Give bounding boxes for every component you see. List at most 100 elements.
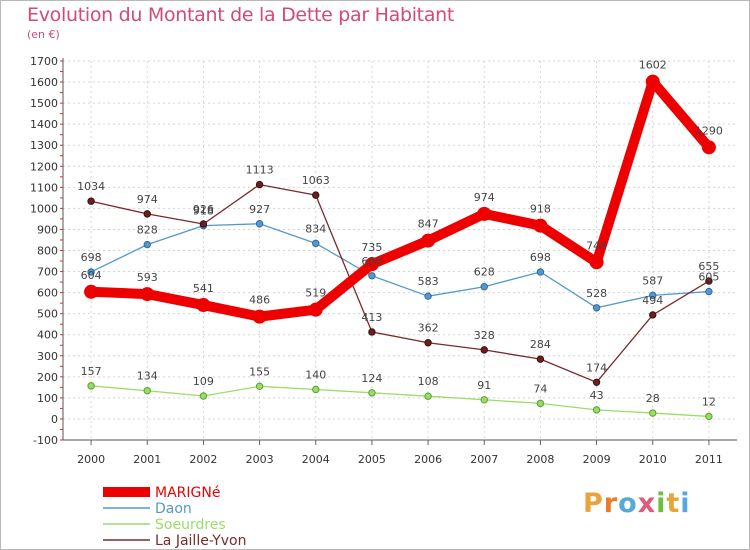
data-point — [196, 298, 211, 313]
data-label: 974 — [474, 191, 495, 204]
data-point — [87, 268, 95, 276]
legend-label: Soeurdres — [155, 517, 226, 533]
x-tick-label: 2009 — [583, 453, 611, 466]
data-label: 918 — [530, 203, 551, 216]
y-tick-label: 200 — [37, 371, 58, 384]
data-point — [252, 309, 267, 324]
data-label: 157 — [81, 365, 102, 378]
data-point — [143, 210, 151, 218]
data-label: 124 — [361, 372, 382, 385]
data-label: 155 — [249, 365, 270, 378]
data-point — [592, 304, 601, 312]
data-label: 1063 — [302, 174, 330, 187]
data-point — [649, 409, 657, 417]
data-point — [143, 387, 151, 395]
x-tick-label: 2010 — [639, 453, 667, 466]
data-label: 1113 — [246, 164, 274, 177]
y-tick-label: 1600 — [30, 76, 58, 89]
series-line-marign- — [86, 76, 714, 322]
x-tick-label: 2002 — [189, 453, 217, 466]
data-label: 604 — [81, 269, 102, 282]
series-line-la-jaille-yvon — [90, 183, 710, 383]
x-tick-label: 2007 — [470, 453, 498, 466]
data-label: 1290 — [695, 124, 723, 137]
y-tick-label: 1000 — [30, 202, 58, 215]
data-point — [477, 206, 492, 221]
data-label: 680 — [361, 255, 382, 268]
data-label: 74 — [533, 382, 547, 395]
data-label: 134 — [137, 370, 158, 383]
data-point — [87, 197, 95, 205]
data-label: 834 — [305, 222, 326, 235]
data-label: 413 — [361, 311, 382, 324]
series-line-daon — [90, 223, 710, 309]
data-label: 698 — [530, 251, 551, 264]
data-label: 628 — [474, 266, 495, 279]
data-point — [480, 396, 488, 404]
legend-label: La Jaille-Yvon — [155, 533, 247, 549]
data-point — [312, 239, 320, 248]
data-point — [705, 277, 713, 285]
data-point — [424, 392, 432, 400]
data-label: 328 — [474, 329, 495, 342]
y-tick-label: 1100 — [30, 181, 58, 194]
data-label: 1034 — [77, 180, 105, 193]
data-point — [368, 389, 376, 397]
brand-letter: i — [680, 488, 691, 519]
x-tick-label: 2006 — [414, 453, 442, 466]
data-label: 593 — [137, 271, 158, 284]
data-point — [312, 385, 320, 394]
data-point — [592, 378, 601, 387]
data-point — [368, 328, 376, 336]
data-label: 284 — [530, 338, 551, 351]
data-label: 587 — [642, 274, 663, 287]
data-point — [84, 284, 99, 299]
y-tick-label: 500 — [37, 308, 58, 321]
data-point — [364, 257, 379, 272]
data-point — [536, 399, 545, 408]
data-label: 735 — [361, 241, 382, 254]
data-point — [536, 355, 545, 363]
data-label: 108 — [418, 375, 439, 388]
data-label: 43 — [590, 389, 604, 402]
y-tick-label: 1500 — [30, 97, 58, 110]
data-label: 174 — [586, 361, 607, 374]
data-label: 12 — [702, 395, 716, 408]
brand-letter: P — [583, 488, 604, 519]
data-label: 698 — [81, 251, 102, 264]
data-point — [87, 382, 95, 390]
data-label: 927 — [249, 203, 270, 216]
data-point — [199, 392, 208, 400]
data-point — [705, 412, 713, 421]
y-tick-label: 900 — [37, 223, 58, 236]
x-tick-label: 2005 — [358, 453, 386, 466]
brand-letter: t — [666, 488, 681, 519]
y-tick-label: 1700 — [30, 55, 58, 68]
data-point — [480, 346, 488, 354]
data-point — [480, 283, 488, 291]
data-label: 541 — [193, 282, 214, 295]
data-point — [705, 287, 713, 296]
data-point — [645, 74, 660, 89]
x-tick-label: 2001 — [133, 453, 161, 466]
y-tick-label: 800 — [37, 245, 58, 258]
x-tick-label: 2008 — [526, 453, 554, 466]
y-tick-label: 700 — [37, 266, 58, 279]
data-label: 519 — [305, 287, 326, 300]
data-label: 847 — [418, 218, 439, 231]
data-point — [589, 255, 604, 270]
y-tick-label: 300 — [37, 350, 58, 363]
chart-title: Evolution du Montant de la Dette par Hab… — [27, 4, 455, 26]
data-point — [536, 268, 545, 276]
data-point — [255, 180, 264, 189]
y-tick-label: 600 — [37, 287, 58, 300]
data-label: 28 — [646, 392, 660, 405]
data-label: 109 — [193, 375, 214, 388]
data-point — [312, 191, 320, 199]
data-label: 918 — [193, 205, 214, 218]
data-point — [701, 140, 716, 155]
data-label: 362 — [418, 322, 439, 335]
data-point — [255, 220, 264, 228]
data-point — [140, 287, 155, 302]
